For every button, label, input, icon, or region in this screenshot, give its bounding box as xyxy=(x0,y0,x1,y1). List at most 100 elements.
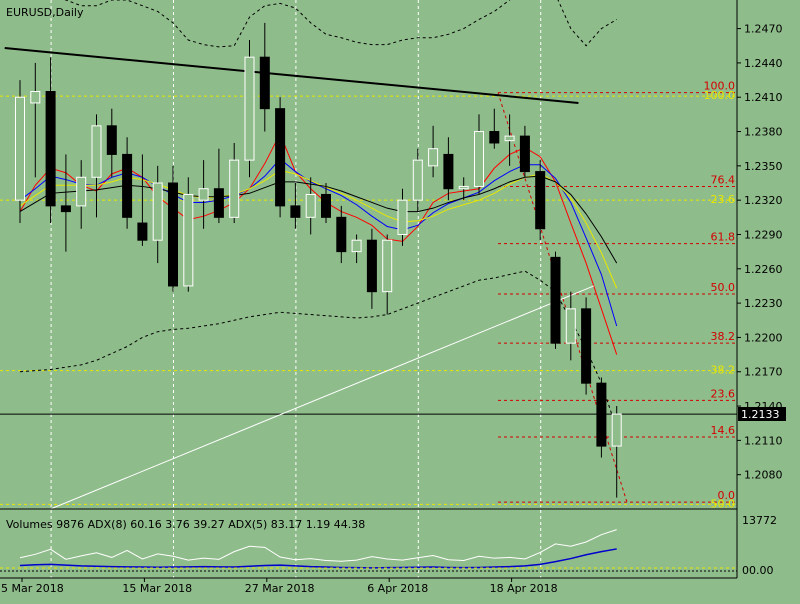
fib-yellow-label: 23.6 xyxy=(711,193,736,206)
candle-body-up xyxy=(504,135,515,142)
indicator-label: Volumes 9876 ADX(8) 60.16 3.76 39.27 ADX… xyxy=(6,518,365,531)
bollinger-bands xyxy=(19,0,618,430)
candle xyxy=(15,80,25,224)
candle-body-up xyxy=(382,239,393,293)
price-tick-label: 1.2080 xyxy=(744,469,783,482)
candle-body-down xyxy=(122,153,133,218)
candle-body-up xyxy=(428,148,439,167)
candle-body-down xyxy=(550,256,561,344)
trendline-1 xyxy=(50,285,594,510)
fib-red-label: 100.0 xyxy=(704,80,736,93)
price-tick-label: 1.2290 xyxy=(744,228,783,241)
candle xyxy=(122,137,133,229)
candle-body-up xyxy=(351,239,362,253)
candle xyxy=(60,154,71,252)
candle-body-up xyxy=(397,199,408,235)
moving-average-0 xyxy=(19,132,618,355)
candle-body-up xyxy=(474,131,484,187)
candle xyxy=(290,183,301,229)
candle-body-up xyxy=(152,182,163,241)
candle-body-down xyxy=(443,153,454,190)
candle-body-up xyxy=(76,176,87,207)
axes: 1.2470 1.2440 1.2410 1.2380 1.2350 1.2320 1.22… xyxy=(1,23,783,595)
price-tick-label: 1.2410 xyxy=(744,91,783,104)
date-tick-label: 15 Mar 2018 xyxy=(122,582,192,595)
moving-averages xyxy=(19,132,618,355)
date-tick-label: 5 Mar 2018 xyxy=(1,582,64,595)
candle xyxy=(137,154,148,246)
price-tick-label: 1.2260 xyxy=(744,263,783,276)
candle xyxy=(397,188,408,246)
candle-body-down xyxy=(535,171,546,230)
fib-yellow-label: 38.2 xyxy=(711,364,736,377)
adx-line xyxy=(19,548,617,569)
candle-body-down xyxy=(60,205,71,213)
candle-body-down xyxy=(290,205,301,218)
candle-body-down xyxy=(137,222,148,241)
date-tick-label: 6 Apr 2018 xyxy=(367,582,428,595)
candle xyxy=(336,205,347,264)
candle xyxy=(45,57,56,224)
candle xyxy=(611,406,622,498)
trendline-0 xyxy=(4,47,579,104)
candle-body-up xyxy=(30,91,41,104)
volume-line xyxy=(19,529,617,562)
price-tick-label: 1.2200 xyxy=(744,331,783,344)
candle-body-up xyxy=(15,96,25,201)
candle-body-up xyxy=(565,308,576,344)
candle xyxy=(168,165,178,292)
candle-body-down xyxy=(519,135,530,173)
fib-red-label: 50.0 xyxy=(711,281,736,294)
candle-body-up xyxy=(611,413,622,447)
candle xyxy=(213,148,224,224)
candle xyxy=(30,62,41,178)
current-price-text: 1.2133 xyxy=(741,408,780,421)
fib-red-label: 0.0 xyxy=(718,489,736,502)
moving-average-2 xyxy=(19,169,618,289)
candle xyxy=(366,228,377,309)
candle xyxy=(152,165,163,264)
candle xyxy=(565,291,576,361)
candle-body-up xyxy=(458,185,469,190)
fib-red-label: 23.6 xyxy=(711,387,736,400)
candle-body-up xyxy=(229,159,240,218)
candle xyxy=(412,148,423,212)
candle xyxy=(351,234,362,264)
chart-title: EURUSD,Daily xyxy=(6,6,84,19)
fib-yellow-label: 100.0 xyxy=(704,89,736,102)
price-tick-label: 1.2230 xyxy=(744,297,783,310)
candle xyxy=(550,251,561,349)
candle xyxy=(198,160,209,229)
trendlines xyxy=(4,47,594,510)
candle xyxy=(305,177,316,235)
candle xyxy=(259,22,270,132)
fib-red-label: 14.6 xyxy=(711,424,736,437)
candle-body-up xyxy=(91,125,102,178)
candle xyxy=(581,297,592,395)
indicator-tick-top: 13772 xyxy=(742,514,777,527)
price-tick-label: 1.2110 xyxy=(744,434,783,447)
moving-average-3 xyxy=(19,175,618,264)
candle xyxy=(382,234,393,315)
candle-body-up xyxy=(412,159,423,201)
candle xyxy=(106,108,117,178)
fibonacci-labels: 100.0 76.4 61.8 50.0 38.2 23.6 14.6 0.0 100.0 23.… xyxy=(704,80,736,511)
price-tick-label: 1.2440 xyxy=(744,57,783,70)
price-tick-label: 1.2350 xyxy=(744,160,783,173)
fib-red-label: 61.8 xyxy=(711,231,736,244)
fib-red-label: 76.4 xyxy=(711,173,736,186)
candle xyxy=(504,114,515,166)
current-price-box xyxy=(738,407,786,421)
candle xyxy=(519,125,530,178)
candle xyxy=(91,114,102,218)
candle xyxy=(428,125,439,178)
candle-body-down xyxy=(366,239,377,293)
date-tick-label: 18 Apr 2018 xyxy=(490,582,558,595)
indicator-panel xyxy=(0,529,737,572)
candle xyxy=(535,160,546,241)
bollinger-lower xyxy=(19,270,618,430)
candle-body-down xyxy=(213,188,224,218)
candle xyxy=(244,40,255,178)
